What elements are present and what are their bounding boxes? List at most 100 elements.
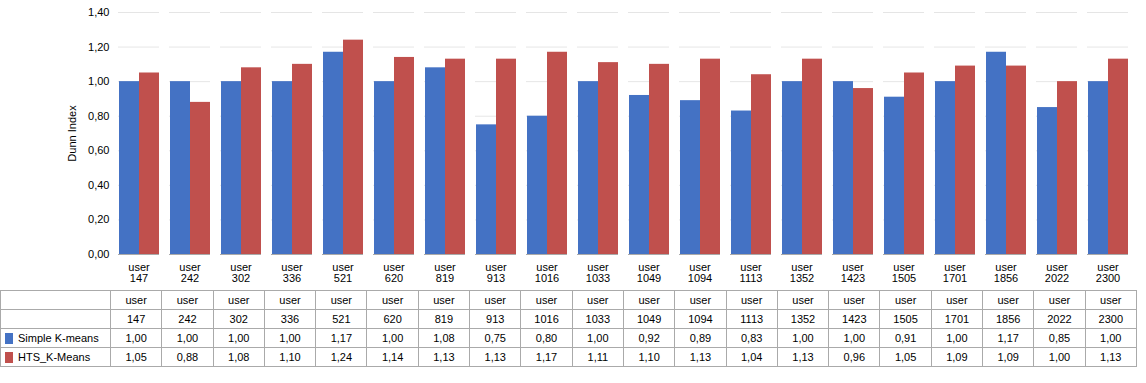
html-text:user: user — [1048, 294, 1071, 306]
html-text:1016: 1016 — [534, 313, 559, 325]
html-text:1,00: 1,00 — [381, 332, 404, 344]
html-text:1505: 1505 — [893, 313, 918, 325]
svg-text:user819: user819 — [434, 261, 456, 284]
svg-text:Dunn Index: Dunn Index — [66, 105, 78, 162]
html-text:242: 242 — [178, 313, 197, 325]
html-text:1,10: 1,10 — [279, 351, 301, 363]
html-text:user: user — [843, 294, 865, 306]
html-text:1,00: 1,00 — [843, 332, 865, 344]
html-text:2300: 2300 — [1098, 313, 1123, 325]
svg-text:user2022: user2022 — [1045, 261, 1069, 284]
html-text:0,75: 0,75 — [484, 332, 506, 344]
html-text:user: user — [894, 294, 917, 306]
html-text:1,08: 1,08 — [433, 332, 455, 344]
svg-text:0,80: 0,80 — [88, 110, 109, 122]
svg-text:user336: user336 — [281, 261, 303, 284]
html-text:1,17: 1,17 — [535, 351, 558, 363]
html-text:user: user — [176, 294, 199, 306]
html-text:913: 913 — [486, 313, 505, 325]
html-text:1,00: 1,00 — [125, 332, 147, 344]
svg-text:user1505: user1505 — [892, 261, 916, 284]
html-text:819: 819 — [434, 313, 454, 325]
html-text:1,05: 1,05 — [125, 351, 147, 363]
html-text:1,13: 1,13 — [484, 351, 506, 363]
html-text:0,89: 0,89 — [689, 332, 712, 344]
svg-text:0,00: 0,00 — [88, 248, 109, 260]
html-text:user: user — [946, 294, 968, 306]
html-text:1,17: 1,17 — [330, 332, 352, 344]
html-text:0,80: 0,80 — [535, 332, 558, 344]
svg-text:user913: user913 — [485, 261, 507, 284]
html-text:1423: 1423 — [842, 313, 867, 325]
svg-text:0,20: 0,20 — [88, 213, 109, 225]
html-text:user: user — [1100, 294, 1122, 306]
html-text:0,92: 0,92 — [638, 332, 660, 344]
html-text:0,83: 0,83 — [741, 332, 763, 344]
html-text:1033: 1033 — [585, 313, 611, 325]
html-text:user: user — [997, 294, 1019, 306]
html-text:1856: 1856 — [996, 313, 1021, 325]
html-text:user: user — [638, 294, 660, 306]
html-text:1352: 1352 — [790, 313, 816, 325]
html-text:1,17: 1,17 — [997, 332, 1019, 344]
svg-text:user242: user242 — [179, 261, 201, 284]
html-text:user: user — [228, 294, 250, 306]
svg-text:user302: user302 — [230, 261, 252, 284]
html-text:user: user — [381, 294, 404, 306]
html-text:HTS_K-Means: HTS_K-Means — [18, 350, 91, 363]
html-text:0,85: 0,85 — [1048, 332, 1071, 344]
html-text:1,00: 1,00 — [946, 332, 968, 344]
html-text:1,00: 1,00 — [228, 332, 250, 344]
svg-text:user1049: user1049 — [637, 261, 661, 284]
html-text:user: user — [279, 294, 301, 306]
svg-text:user620: user620 — [383, 261, 405, 284]
html-text:1,08: 1,08 — [228, 351, 250, 363]
html-text:1,24: 1,24 — [330, 351, 352, 363]
svg-text:0,60: 0,60 — [88, 144, 109, 156]
svg-text:1,20: 1,20 — [88, 41, 109, 53]
html-text:user: user — [741, 294, 763, 306]
html-text:1,14: 1,14 — [381, 351, 404, 363]
html-text:user: user — [433, 294, 455, 306]
svg-text:1,40: 1,40 — [88, 6, 109, 18]
html-text:1,00: 1,00 — [792, 332, 814, 344]
html-text:1,00: 1,00 — [176, 332, 199, 344]
html-text:1,00: 1,00 — [279, 332, 301, 344]
html-text:1,13: 1,13 — [433, 351, 455, 363]
svg-text:1,00: 1,00 — [88, 75, 109, 87]
html-text:1701: 1701 — [944, 313, 970, 325]
html-text:user: user — [689, 294, 712, 306]
svg-text:user2300: user2300 — [1096, 261, 1120, 284]
html-text:147: 147 — [127, 313, 146, 325]
html-text:620: 620 — [383, 313, 402, 325]
svg-text:user1423: user1423 — [841, 261, 865, 284]
html-text:521: 521 — [332, 313, 351, 325]
html-text:user: user — [535, 294, 558, 306]
html-text:user: user — [587, 294, 609, 306]
svg-text:user521: user521 — [332, 261, 354, 284]
html-text:0,91: 0,91 — [894, 332, 917, 344]
svg-text:user1033: user1033 — [586, 261, 610, 284]
html-text:0,88: 0,88 — [176, 351, 199, 363]
html-text:302: 302 — [229, 313, 248, 325]
html-text:1,00: 1,00 — [587, 332, 609, 344]
svg-text:0,40: 0,40 — [88, 179, 109, 191]
html-text:Simple K-means: Simple K-means — [18, 331, 99, 344]
svg-text:user1113: user1113 — [740, 261, 763, 284]
svg-text:user1016: user1016 — [535, 261, 559, 284]
svg-text:user147: user147 — [128, 261, 150, 284]
html-text:user: user — [125, 294, 147, 306]
html-text:2022: 2022 — [1047, 313, 1072, 325]
html-text:1049: 1049 — [636, 313, 662, 325]
html-text:user: user — [484, 294, 506, 306]
html-text:user: user — [330, 294, 352, 306]
svg-text:user1701: user1701 — [943, 261, 967, 284]
html-text:1094: 1094 — [688, 313, 713, 325]
svg-text:user1352: user1352 — [790, 261, 814, 284]
html-text:1113: 1113 — [740, 313, 764, 325]
html-text:336: 336 — [280, 313, 300, 325]
html-text:1,00: 1,00 — [1100, 332, 1122, 344]
svg-text:user1856: user1856 — [994, 261, 1018, 284]
svg-text:user1094: user1094 — [688, 261, 712, 284]
html-text:user: user — [792, 294, 814, 306]
